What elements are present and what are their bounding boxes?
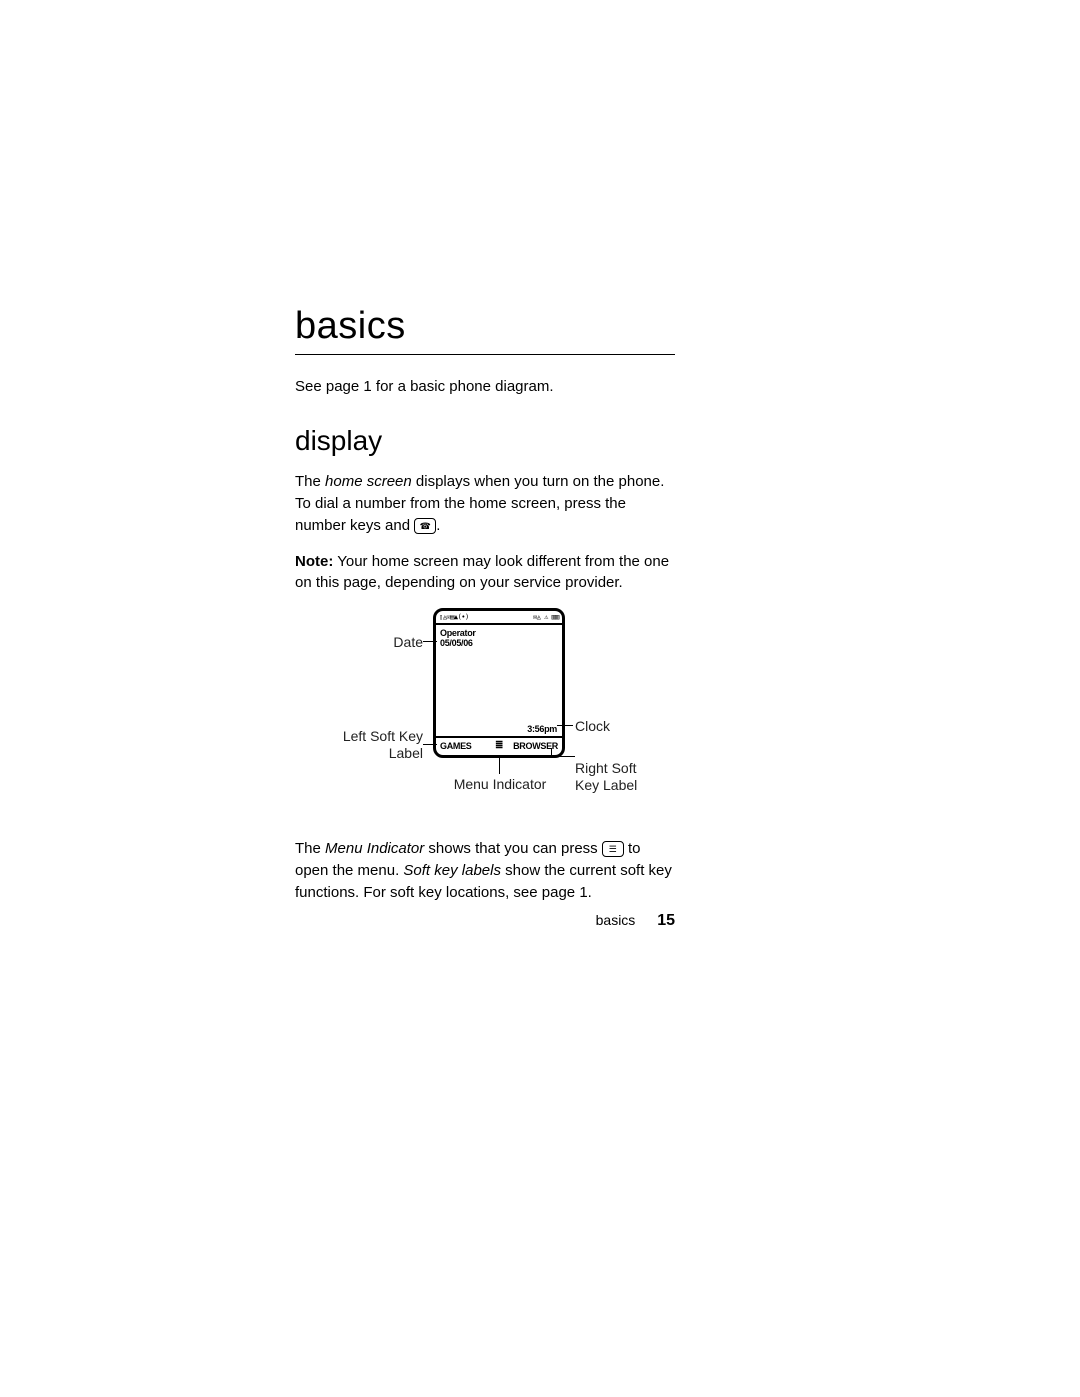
paragraph-2: Note: Your home screen may look differen… xyxy=(295,551,675,595)
p3-em2: Soft key labels xyxy=(403,862,501,879)
p2-a: Your home screen may look different from… xyxy=(295,553,669,592)
chapter-title: basics xyxy=(295,305,675,348)
phone-frame: ▯◬✉▤▲(•) ✉◬ ⚠ ▥▥ Operator 05/05/06 3:56p… xyxy=(433,608,565,758)
page-footer: basics 15 xyxy=(295,912,675,930)
callout-clock: Clock xyxy=(575,718,610,735)
menu-indicator-icon: ≣ xyxy=(489,741,509,751)
section-heading: display xyxy=(295,425,675,457)
intro-text: See page 1 for a basic phone diagram. xyxy=(295,377,675,397)
callout-date: Date xyxy=(383,634,423,651)
date-value: 05/05/06 xyxy=(436,638,562,650)
leader-line xyxy=(551,748,552,756)
home-screen-diagram: ▯◬✉▤▲(•) ✉◬ ⚠ ▥▥ Operator 05/05/06 3:56p… xyxy=(295,608,675,818)
status-bar: ▯◬✉▤▲(•) ✉◬ ⚠ ▥▥ xyxy=(436,611,562,625)
soft-key-bar: GAMES ≣ BROWSER xyxy=(436,736,562,754)
title-rule xyxy=(295,354,675,355)
callout-left-soft-key: Left Soft Key Label xyxy=(335,728,423,762)
page-content: basics See page 1 for a basic phone diag… xyxy=(295,305,675,917)
callout-menu-indicator: Menu Indicator xyxy=(450,776,550,793)
p3-em1: Menu Indicator xyxy=(325,840,424,857)
p3-a: The xyxy=(295,840,325,857)
footer-page-number: 15 xyxy=(657,912,675,929)
operator-label: Operator xyxy=(436,625,562,638)
p1-c: . xyxy=(436,517,440,534)
p2-strong: Note: xyxy=(295,553,333,570)
menu-key-icon xyxy=(602,841,624,857)
paragraph-3: The Menu Indicator shows that you can pr… xyxy=(295,838,675,903)
paragraph-1: The home screen displays when you turn o… xyxy=(295,471,675,536)
leader-line xyxy=(499,758,500,774)
leader-line xyxy=(557,725,573,726)
footer-section: basics xyxy=(596,912,636,928)
p1-em1: home screen xyxy=(325,473,412,490)
status-right-icons: ✉◬ ⚠ ▥▥ xyxy=(533,611,559,623)
clock-value: 3:56pm xyxy=(436,724,562,736)
send-key-icon xyxy=(414,518,436,534)
leader-line xyxy=(423,641,437,642)
leader-line xyxy=(423,744,437,745)
p3-b: shows that you can press xyxy=(424,840,602,857)
leader-line xyxy=(551,756,575,757)
left-soft-key: GAMES xyxy=(436,741,489,751)
status-left-icons: ▯◬✉▤▲(•) xyxy=(439,611,469,623)
callout-right-soft-key: Right Soft Key Label xyxy=(575,760,655,794)
right-soft-key: BROWSER xyxy=(509,741,562,751)
p1-a: The xyxy=(295,473,325,490)
screen-fill xyxy=(436,650,562,724)
